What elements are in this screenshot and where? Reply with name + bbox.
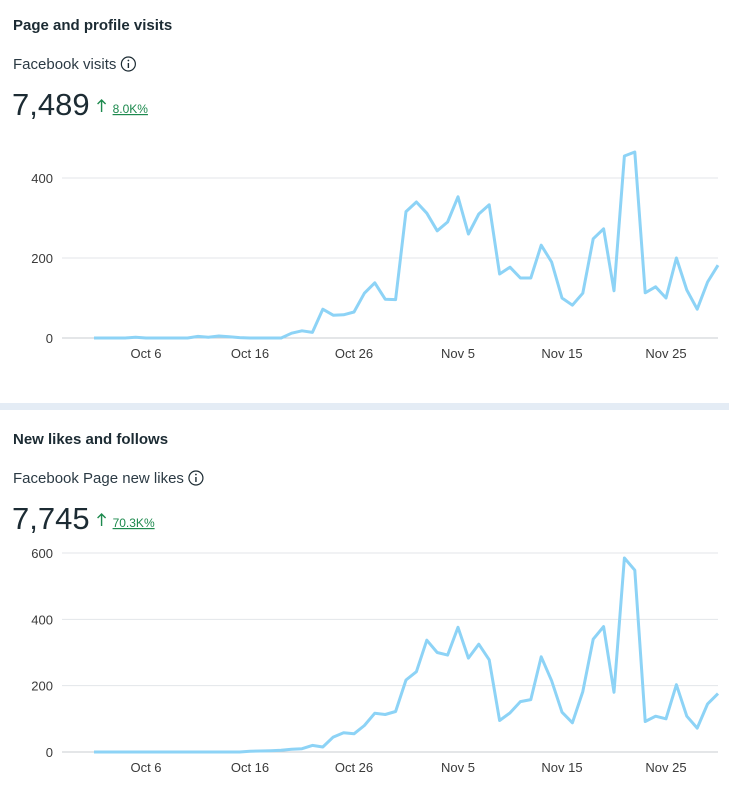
trend-arrow	[97, 513, 107, 526]
data-line	[94, 556, 720, 754]
trend-arrow	[97, 99, 107, 112]
x-tick-label: Oct 16	[231, 346, 269, 361]
x-tick-label: Nov 15	[541, 760, 582, 775]
x-tick-label: Oct 26	[335, 346, 373, 361]
x-tick-label: Nov 25	[645, 346, 686, 361]
x-tick-label: Nov 5	[441, 346, 475, 361]
metric-total: 7,745	[12, 501, 90, 536]
x-tick-label: Nov 25	[645, 760, 686, 775]
y-tick-label: 0	[46, 331, 53, 346]
metric-name: Facebook visits	[13, 56, 116, 73]
info-icon	[120, 56, 136, 72]
x-tick-label: Nov 5	[441, 760, 475, 775]
info-icon-dot	[127, 59, 130, 62]
section-title: Page and profile visits	[13, 17, 172, 34]
metric-name: Facebook Page new likes	[13, 470, 184, 487]
info-icon-dot	[195, 473, 197, 476]
metric-total: 7,489	[12, 87, 90, 122]
metric-change: 70.3K%	[113, 516, 155, 530]
x-tick-label: Oct 6	[130, 760, 161, 775]
y-tick-label: 200	[31, 679, 53, 694]
y-tick-label: 400	[31, 171, 53, 186]
data-line	[94, 150, 720, 340]
info-icon	[188, 470, 204, 486]
x-tick-label: Oct 16	[231, 760, 269, 775]
x-tick-label: Oct 26	[335, 760, 373, 775]
section-divider	[0, 403, 729, 410]
section-title: New likes and follows	[13, 431, 168, 448]
metric-change: 8.0K%	[113, 102, 149, 116]
y-tick-label: 600	[31, 546, 53, 561]
y-tick-label: 0	[46, 745, 53, 760]
y-tick-label: 200	[31, 251, 53, 266]
y-tick-label: 400	[31, 612, 53, 627]
x-tick-label: Nov 15	[541, 346, 582, 361]
x-tick-label: Oct 6	[130, 346, 161, 361]
